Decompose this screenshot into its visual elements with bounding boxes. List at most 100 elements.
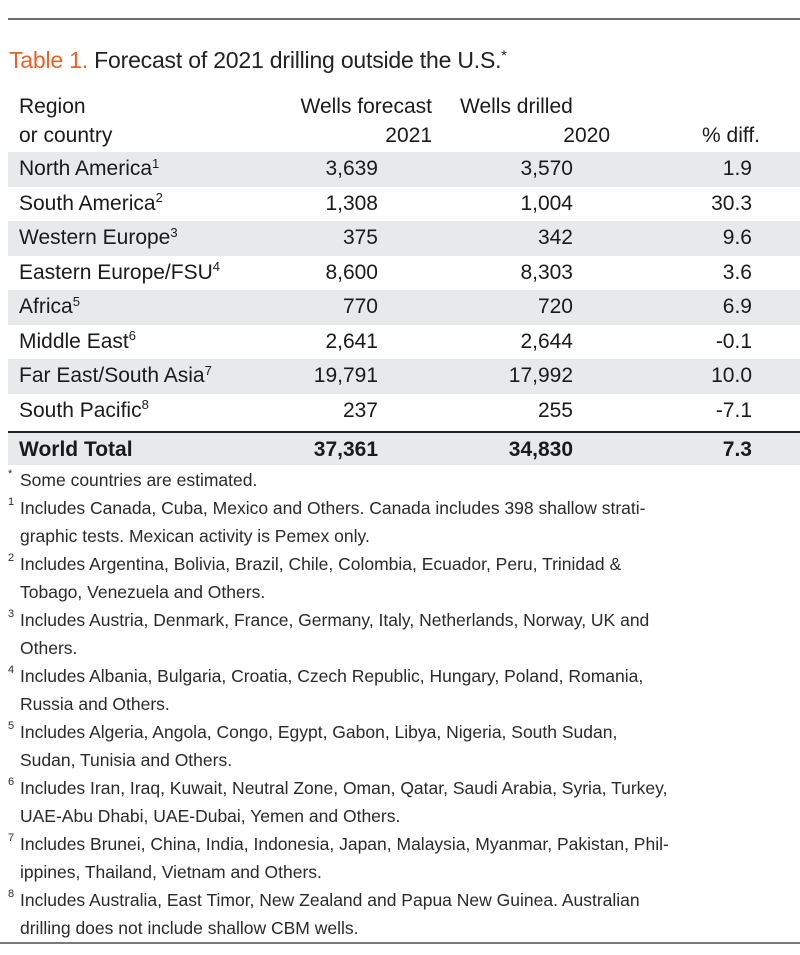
- table-row: South America2 1,308 1,004 30.3: [8, 187, 800, 222]
- wells-forecast-cell: 1,308: [325, 191, 378, 215]
- footnote-ref: 4: [212, 259, 221, 275]
- footnote: 1 Includes Canada, Cuba, Mexico and Other…: [8, 494, 793, 550]
- footnote-line: Others.: [20, 638, 78, 658]
- footnote-mark: 8: [8, 888, 15, 900]
- wells-forecast-cell: 2,641: [325, 329, 378, 353]
- top-rule: [8, 18, 800, 20]
- footnote-line: Tobago, Venezuela and Others.: [20, 582, 266, 602]
- footnote-mark: 5: [8, 720, 15, 732]
- pct-diff-cell: 1.9: [722, 157, 752, 180]
- pct-diff-cell: 10.0: [711, 364, 752, 387]
- table-header: Region or country Wells forecast 2021 We…: [0, 90, 800, 150]
- footnote-mark: 4: [8, 664, 15, 676]
- header-region-line1: Region: [19, 95, 86, 118]
- footnote-mark: 7: [8, 832, 15, 844]
- footnote-mark: 1: [8, 496, 15, 508]
- table-row: Eastern Europe/FSU4 8,600 8,303 3.6: [8, 256, 800, 291]
- region-name: Far East/South Asia: [19, 364, 205, 387]
- footnote-line: Includes Algeria, Angola, Congo, Egypt, …: [20, 722, 618, 742]
- total-row: World Total 37,361 34,830 7.3: [8, 433, 800, 465]
- region-cell: Africa5: [19, 290, 80, 326]
- footnote-mark: 3: [8, 608, 15, 620]
- table-title-text: Forecast of 2021 drilling outside the U.…: [94, 47, 502, 73]
- footnote-mark: *: [8, 468, 13, 480]
- footnote-ref: 1: [152, 155, 160, 171]
- wells-forecast-cell: 375: [342, 226, 378, 249]
- total-region: World Total: [19, 438, 133, 461]
- table-title: Table 1. Forecast of 2021 drilling outsi…: [9, 47, 507, 74]
- header-drilled-line2: 2020: [563, 124, 610, 147]
- table-row: Middle East6 2,641 2,644 -0.1: [8, 325, 800, 360]
- header-region-line2: or country: [19, 124, 113, 147]
- footnote-ref: 7: [204, 362, 212, 378]
- wells-forecast-cell: 3,639: [325, 157, 378, 180]
- data-table: North America1 3,639 3,570 1.9 South America…: [8, 152, 800, 465]
- pct-diff-cell: 9.6: [722, 226, 752, 249]
- footnote-line: ippines, Thailand, Vietnam and Others.: [20, 862, 322, 882]
- table-title-label: Table 1.: [9, 47, 88, 73]
- wells-drilled-cell: 1,004: [520, 191, 573, 215]
- wells-drilled-cell: 720: [537, 295, 573, 318]
- pct-diff-cell: -7.1: [715, 398, 752, 422]
- footnote-line: Russia and Others.: [20, 694, 170, 714]
- footnote: 7 Includes Brunei, China, India, Indonesi…: [8, 830, 793, 886]
- footnote: 3 Includes Austria, Denmark, France, Germ…: [8, 606, 793, 662]
- region-cell: South America2: [19, 187, 163, 223]
- wells-forecast-cell: 237: [342, 398, 378, 422]
- header-forecast-line2: 2021: [385, 124, 432, 147]
- pct-diff-cell: 30.3: [711, 191, 752, 215]
- header-region: Region or country: [19, 92, 112, 150]
- header-drilled-line1: Wells drilled: [460, 95, 573, 118]
- footnote-line: graphic tests. Mexican activity is Pemex…: [20, 526, 370, 546]
- footnote-ref: 3: [170, 224, 178, 240]
- title-footnote-marker: *: [501, 48, 507, 65]
- table-row: Far East/South Asia7 19,791 17,992 10.0: [8, 359, 800, 394]
- header-pct-diff: % diff.: [702, 124, 760, 147]
- wells-forecast-cell: 770: [342, 295, 378, 318]
- table-row: Africa5 770 720 6.9: [8, 290, 800, 325]
- wells-forecast-cell: 8,600: [325, 260, 378, 284]
- wells-forecast-cell: 19,791: [313, 364, 378, 387]
- footnote-line: drilling does not include shallow CBM we…: [20, 918, 359, 938]
- footnote-line: UAE-Abu Dhabi, UAE-Dubai, Yemen and Othe…: [20, 806, 401, 826]
- footnote-line: Sudan, Tunisia and Others.: [20, 750, 233, 770]
- footnote-mark: 2: [8, 552, 15, 564]
- pct-diff-cell: -0.1: [715, 329, 752, 353]
- footnote: 5 Includes Algeria, Angola, Congo, Egypt,…: [8, 718, 793, 774]
- footnote-ref: 5: [72, 293, 80, 309]
- footnote: 8 Includes Australia, East Timor, New Zea…: [8, 886, 793, 942]
- footnote-ref: 2: [155, 190, 163, 206]
- footnote: 2 Includes Argentina, Bolivia, Brazil, Ch…: [8, 550, 793, 606]
- footnote-line: Includes Canada, Cuba, Mexico and Others…: [20, 498, 646, 518]
- region-cell: Middle East6: [19, 325, 136, 361]
- region-name: Eastern Europe/FSU: [19, 260, 213, 284]
- header-forecast-line1: Wells forecast: [300, 95, 433, 118]
- region-name: South America: [19, 191, 156, 215]
- total-drilled: 34,830: [508, 438, 573, 461]
- footnote-line: Includes Australia, East Timor, New Zeal…: [20, 890, 640, 910]
- region-name: Western Europe: [19, 226, 171, 249]
- footnote-ref: 6: [128, 328, 136, 344]
- table-row: Western Europe3 375 342 9.6: [8, 221, 800, 256]
- footnote-line: Includes Brunei, China, India, Indonesia…: [20, 834, 669, 854]
- footnote-ref: 8: [141, 397, 149, 413]
- region-cell: Western Europe3: [19, 221, 178, 257]
- region-name: North America: [19, 157, 153, 180]
- total-rule: [8, 431, 800, 433]
- header-wells-forecast: Wells forecast 2021: [301, 92, 433, 150]
- footnote: * Some countries are estimated.: [8, 466, 793, 494]
- wells-drilled-cell: 342: [537, 226, 573, 249]
- wells-drilled-cell: 3,570: [520, 157, 573, 180]
- footnote-line: Includes Austria, Denmark, France, Germa…: [20, 610, 650, 630]
- header-wells-drilled: Wells drilled 2020: [460, 92, 610, 150]
- pct-diff-cell: 3.6: [722, 260, 752, 284]
- footnote: 4 Includes Albania, Bulgaria, Croatia, Cz…: [8, 662, 793, 718]
- region-cell: Eastern Europe/FSU4: [19, 256, 220, 292]
- footnote: 6 Includes Iran, Iraq, Kuwait, Neutral Zo…: [8, 774, 793, 830]
- region-name: Africa: [19, 295, 73, 318]
- wells-drilled-cell: 255: [537, 398, 573, 422]
- total-forecast: 37,361: [313, 438, 378, 461]
- table-row: North America1 3,639 3,570 1.9: [8, 152, 800, 187]
- footnote-mark: 6: [8, 776, 15, 788]
- pct-diff-cell: 6.9: [722, 295, 752, 318]
